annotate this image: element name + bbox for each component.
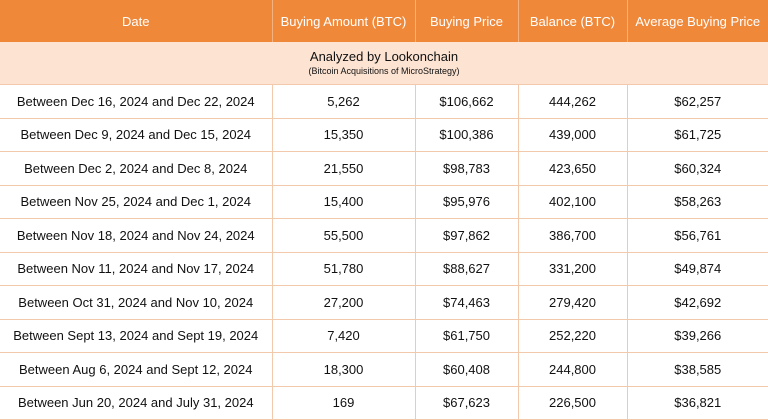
buying-price-cell: $61,750 bbox=[415, 319, 519, 353]
average-buying-price-cell: $49,874 bbox=[627, 252, 768, 286]
table-row: Between Aug 6, 2024 and Sept 12, 2024 18,… bbox=[0, 352, 768, 387]
column-header-buying-amount: Buying Amount (BTC) bbox=[272, 0, 416, 42]
buying-price-cell: $97,862 bbox=[415, 218, 519, 253]
date-cell: Between Sept 13, 2024 and Sept 19, 2024 bbox=[0, 319, 273, 353]
table-row: Between Dec 9, 2024 and Dec 15, 2024 15,3… bbox=[0, 118, 768, 152]
buying-amount-cell: 51,780 bbox=[272, 252, 416, 286]
buying-amount-cell: 21,550 bbox=[272, 151, 416, 186]
balance-cell: 402,100 bbox=[518, 185, 628, 219]
date-cell: Between Oct 31, 2024 and Nov 10, 2024 bbox=[0, 285, 273, 320]
column-header-buying-price: Buying Price bbox=[415, 0, 519, 42]
banner-cell: Analyzed by Lookonchain (Bitcoin Acquisi… bbox=[0, 42, 768, 85]
balance-cell: 423,650 bbox=[518, 151, 628, 186]
balance-cell: 331,200 bbox=[518, 252, 628, 286]
buying-price-cell: $74,463 bbox=[415, 285, 519, 320]
date-cell: Between Nov 11, 2024 and Nov 17, 2024 bbox=[0, 252, 273, 286]
average-buying-price-cell: $60,324 bbox=[627, 151, 768, 186]
buying-price-cell: $67,623 bbox=[415, 386, 519, 420]
buying-price-cell: $98,783 bbox=[415, 151, 519, 186]
buying-amount-cell: 15,400 bbox=[272, 185, 416, 219]
column-header-average-buying-price: Average Buying Price bbox=[627, 0, 768, 42]
column-header-balance: Balance (BTC) bbox=[518, 0, 628, 42]
average-buying-price-cell: $58,263 bbox=[627, 185, 768, 219]
date-cell: Between Dec 16, 2024 and Dec 22, 2024 bbox=[0, 84, 273, 119]
buying-amount-cell: 27,200 bbox=[272, 285, 416, 320]
balance-cell: 444,262 bbox=[518, 84, 628, 119]
buying-price-cell: $88,627 bbox=[415, 252, 519, 286]
average-buying-price-cell: $39,266 bbox=[627, 319, 768, 353]
buying-price-cell: $60,408 bbox=[415, 352, 519, 387]
date-cell: Between Nov 25, 2024 and Dec 1, 2024 bbox=[0, 185, 273, 219]
buying-price-cell: $100,386 bbox=[415, 118, 519, 152]
balance-cell: 226,500 bbox=[518, 386, 628, 420]
table-row: Between Jun 20, 2024 and July 31, 2024 16… bbox=[0, 386, 768, 420]
balance-cell: 386,700 bbox=[518, 218, 628, 253]
table-row: Between Oct 31, 2024 and Nov 10, 2024 27,… bbox=[0, 285, 768, 320]
balance-cell: 279,420 bbox=[518, 285, 628, 320]
buying-price-cell: $106,662 bbox=[415, 84, 519, 119]
table-row: Between Sept 13, 2024 and Sept 19, 2024 7… bbox=[0, 319, 768, 353]
column-header-date: Date bbox=[0, 0, 273, 42]
average-buying-price-cell: $56,761 bbox=[627, 218, 768, 253]
buying-amount-cell: 55,500 bbox=[272, 218, 416, 253]
buying-amount-cell: 15,350 bbox=[272, 118, 416, 152]
average-buying-price-cell: $38,585 bbox=[627, 352, 768, 387]
average-buying-price-cell: $36,821 bbox=[627, 386, 768, 420]
balance-cell: 439,000 bbox=[518, 118, 628, 152]
date-cell: Between Jun 20, 2024 and July 31, 2024 bbox=[0, 386, 273, 420]
header-row: Date Buying Amount (BTC) Buying Price Ba… bbox=[0, 0, 768, 42]
date-cell: Between Dec 2, 2024 and Dec 8, 2024 bbox=[0, 151, 273, 186]
banner-title: Analyzed by Lookonchain bbox=[309, 48, 459, 64]
date-cell: Between Aug 6, 2024 and Sept 12, 2024 bbox=[0, 352, 273, 387]
table-row: Between Dec 2, 2024 and Dec 8, 2024 21,55… bbox=[0, 151, 768, 186]
buying-amount-cell: 7,420 bbox=[272, 319, 416, 353]
balance-cell: 252,220 bbox=[518, 319, 628, 353]
date-cell: Between Dec 9, 2024 and Dec 15, 2024 bbox=[0, 118, 273, 152]
table-row: Between Dec 16, 2024 and Dec 22, 2024 5,2… bbox=[0, 84, 768, 119]
date-cell: Between Nov 18, 2024 and Nov 24, 2024 bbox=[0, 218, 273, 253]
table-row: Between Nov 25, 2024 and Dec 1, 2024 15,4… bbox=[0, 185, 768, 219]
buying-amount-cell: 169 bbox=[272, 386, 416, 420]
average-buying-price-cell: $62,257 bbox=[627, 84, 768, 119]
table-row: Between Nov 18, 2024 and Nov 24, 2024 55,… bbox=[0, 218, 768, 253]
buying-price-cell: $95,976 bbox=[415, 185, 519, 219]
banner-subtitle: (Bitcoin Acquisitions of MicroStrategy) bbox=[308, 65, 460, 76]
balance-cell: 244,800 bbox=[518, 352, 628, 387]
average-buying-price-cell: $61,725 bbox=[627, 118, 768, 152]
banner-row: Analyzed by Lookonchain (Bitcoin Acquisi… bbox=[0, 42, 768, 85]
buying-amount-cell: 5,262 bbox=[272, 84, 416, 119]
average-buying-price-cell: $42,692 bbox=[627, 285, 768, 320]
table-row: Between Nov 11, 2024 and Nov 17, 2024 51,… bbox=[0, 252, 768, 286]
buying-amount-cell: 18,300 bbox=[272, 352, 416, 387]
